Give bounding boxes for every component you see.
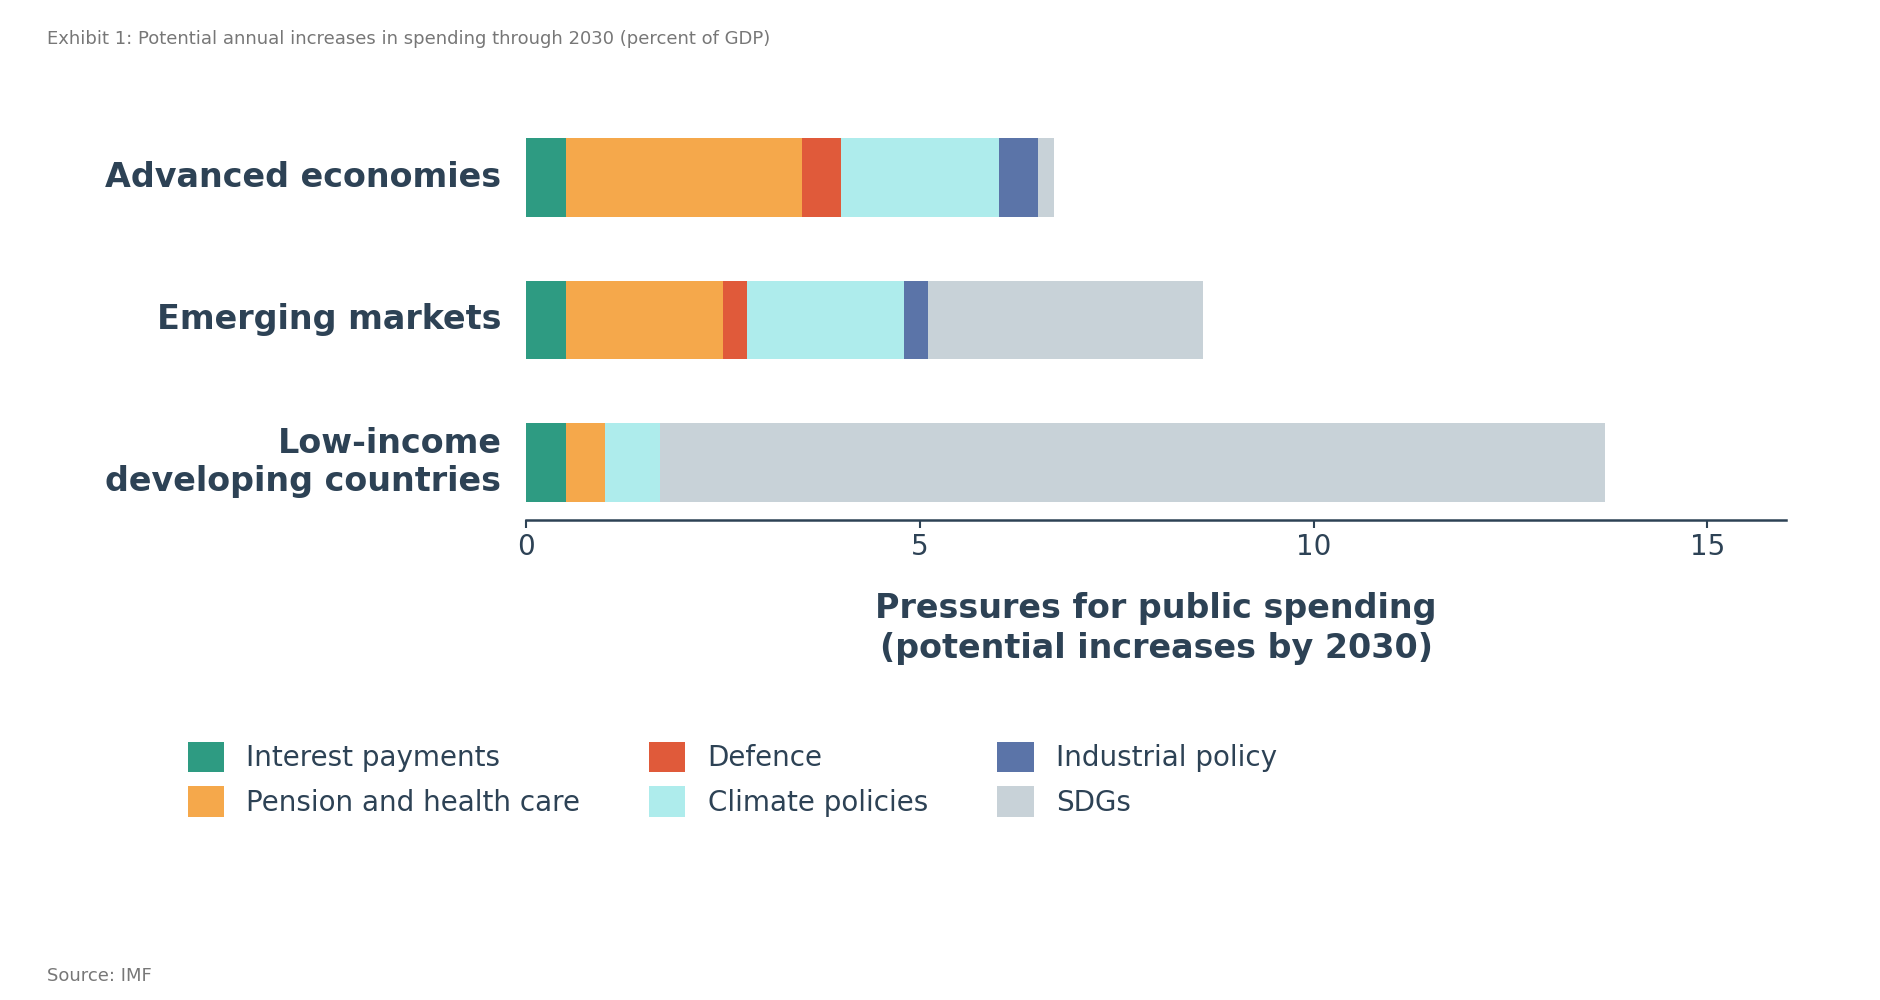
Bar [566, 138, 803, 217]
Text: Source: IMF: Source: IMF [47, 967, 152, 985]
Bar [526, 138, 566, 217]
Bar [998, 138, 1038, 217]
Bar [746, 281, 904, 359]
Bar [904, 281, 929, 359]
Legend: Interest payments, Pension and health care, Defence, Climate policies, Industria: Interest payments, Pension and health ca… [188, 742, 1277, 817]
Bar [842, 138, 998, 217]
Text: Exhibit 1: Potential annual increases in spending through 2030 (percent of GDP): Exhibit 1: Potential annual increases in… [47, 30, 771, 48]
Bar [526, 423, 566, 502]
Text: (potential increases by 2030): (potential increases by 2030) [880, 632, 1433, 665]
Bar [605, 423, 660, 502]
Bar [526, 281, 566, 359]
Bar [566, 281, 724, 359]
Bar [660, 423, 1606, 502]
Bar [929, 281, 1203, 359]
Bar [724, 281, 746, 359]
Bar [566, 423, 605, 502]
Text: Pressures for public spending: Pressures for public spending [876, 592, 1436, 625]
Bar [1038, 138, 1055, 217]
Bar [803, 138, 842, 217]
